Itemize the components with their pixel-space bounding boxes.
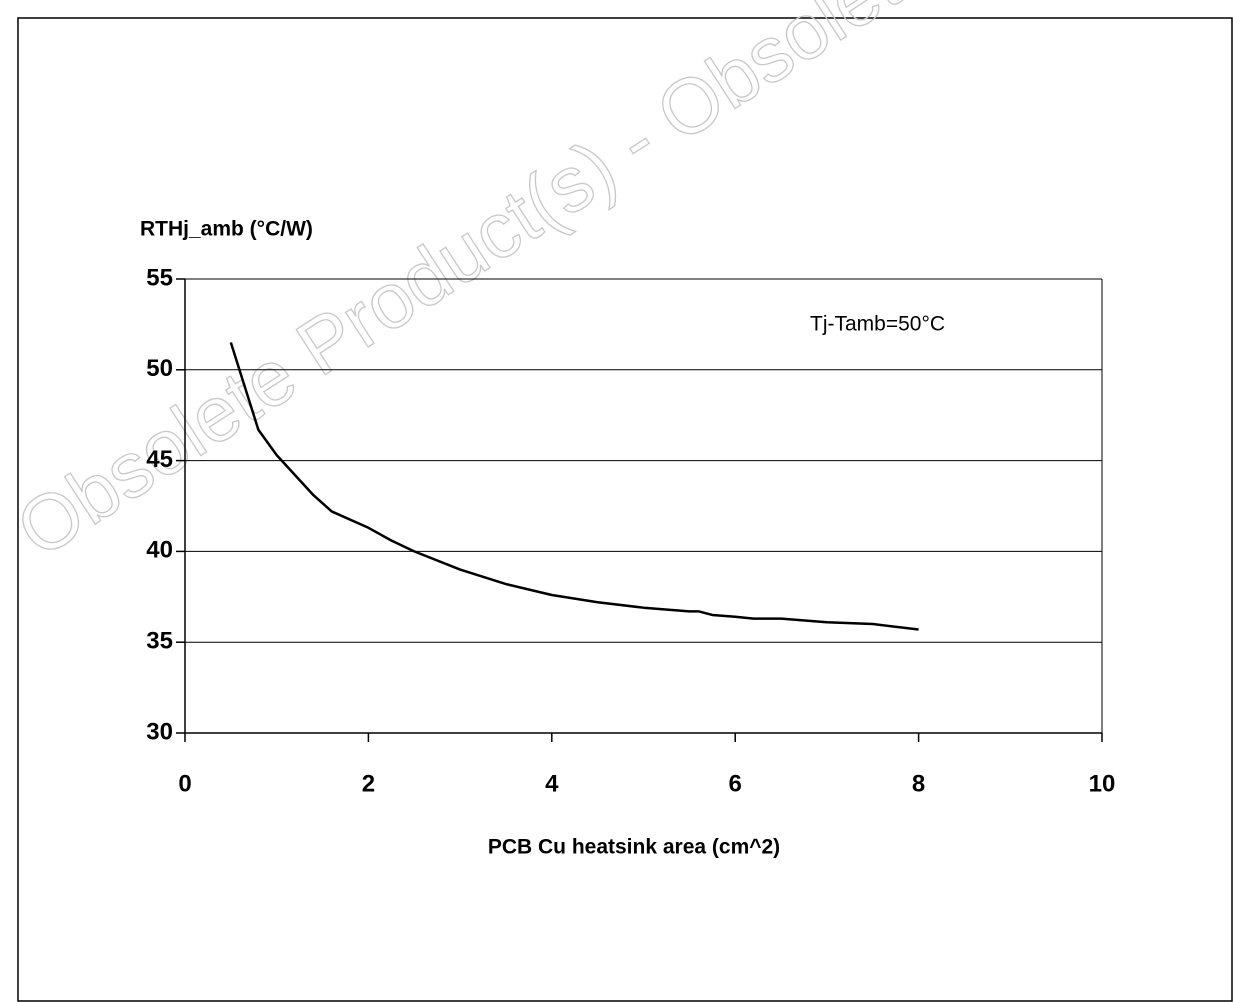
x-tick-label: 10 [1089,770,1116,797]
y-tick-label: 45 [146,446,173,473]
watermark: Obsolete Product(s) - Obsolete [1,0,951,574]
y-tick-label: 50 [146,355,173,382]
line [229,342,919,631]
y-tick-label: 55 [146,264,173,291]
y-tick-label: 40 [146,537,173,564]
x-tick-label: 4 [545,770,559,797]
y-axis-label: RTHj_amb (°C/W) [140,218,313,241]
x-tick-label: 2 [362,770,375,797]
annotation: Tj-Tamb=50°C [810,313,945,336]
x-tick-label: 6 [729,770,742,797]
x-tick-label: 0 [178,770,191,797]
x-axis-label: PCB Cu heatsink area (cm^2) [488,836,780,859]
y-tick-label: 35 [146,628,173,655]
y-tick-label: 30 [146,718,173,745]
frame [17,17,1233,1002]
x-tick-label: 8 [912,770,925,797]
